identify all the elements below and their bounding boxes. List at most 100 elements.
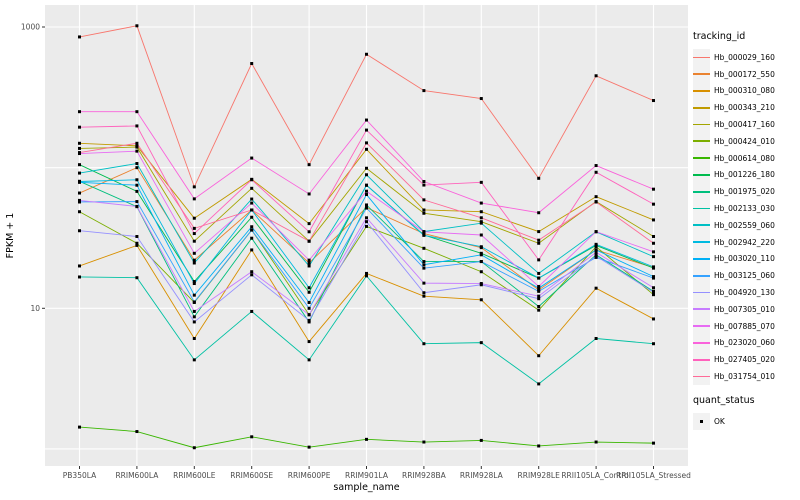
x-tick-label: RRIM600LE	[173, 471, 216, 480]
data-point	[422, 281, 426, 285]
data-point	[652, 290, 655, 294]
data-point	[537, 176, 541, 180]
data-point	[652, 218, 655, 222]
data-point	[537, 308, 541, 312]
data-point	[652, 241, 655, 245]
data-point	[250, 228, 254, 232]
legend-item-label: Hb_000029_160	[714, 52, 775, 62]
legend-line-swatch	[693, 140, 710, 143]
data-point	[250, 236, 254, 240]
data-point	[422, 198, 426, 202]
legend-line-swatch	[693, 90, 710, 92]
data-point	[652, 265, 655, 269]
data-point	[537, 258, 541, 262]
data-point	[78, 425, 81, 429]
data-point	[594, 254, 598, 258]
data-point	[422, 263, 426, 267]
data-point	[78, 110, 81, 114]
data-point	[652, 255, 655, 259]
data-point	[135, 243, 139, 247]
data-point	[192, 251, 196, 255]
data-point	[479, 251, 483, 255]
data-point	[479, 341, 483, 345]
data-point	[537, 304, 541, 308]
data-point	[192, 336, 196, 340]
legend-line-swatch	[693, 291, 710, 294]
data-point	[479, 298, 483, 302]
data-point	[537, 382, 541, 386]
legend-item-label: Hb_004920_130	[714, 288, 775, 298]
data-point	[365, 220, 368, 224]
data-point	[479, 216, 483, 220]
data-point	[594, 195, 598, 199]
data-point	[192, 293, 196, 297]
data-point	[135, 166, 139, 170]
data-point	[307, 258, 311, 262]
legend-line-swatch	[693, 157, 710, 160]
data-point	[78, 163, 81, 167]
legend-item-label: Hb_001975_020	[714, 187, 775, 197]
data-point	[479, 210, 483, 214]
data-point	[307, 239, 311, 243]
data-point	[78, 146, 81, 150]
legend-item: Hb_000417_160	[693, 116, 799, 134]
legend: tracking_id Hb_000029_160 Hb_000172_550 Hb…	[693, 31, 799, 430]
data-point	[479, 97, 483, 101]
data-point	[192, 239, 196, 243]
legend-key	[693, 267, 710, 285]
data-point	[250, 215, 254, 219]
data-point	[422, 246, 426, 250]
legend-item: Hb_001226_180	[693, 166, 799, 184]
data-point	[192, 282, 196, 286]
legend-line-swatch	[693, 73, 710, 76]
legend-line-swatch	[693, 123, 710, 126]
data-point	[250, 225, 254, 229]
data-point	[78, 141, 81, 145]
data-point	[192, 358, 196, 362]
data-point	[652, 317, 655, 321]
data-point	[192, 300, 196, 304]
data-point	[537, 284, 541, 288]
data-point	[307, 445, 311, 449]
legend-item-label: Hb_002133_030	[714, 204, 775, 214]
data-point	[537, 289, 541, 293]
data-point	[594, 170, 598, 174]
data-point	[594, 250, 598, 254]
data-point	[479, 245, 483, 249]
data-point	[422, 291, 426, 295]
legend-key	[693, 300, 710, 318]
legend-item: Hb_000424_010	[693, 132, 799, 150]
data-point	[78, 210, 81, 214]
legend-key	[693, 149, 710, 167]
data-point	[365, 147, 368, 151]
legend-item-label: Hb_002559_060	[714, 220, 775, 230]
data-point	[78, 200, 81, 204]
legend-title-quant-status: quant_status	[693, 394, 755, 406]
data-point	[307, 306, 311, 310]
legend-item-label: Hb_002942_220	[714, 237, 775, 247]
data-point	[78, 264, 81, 268]
data-point	[192, 446, 196, 450]
data-point	[192, 280, 196, 284]
data-point	[250, 178, 254, 182]
y-tick-label: 1000	[21, 23, 40, 32]
data-point	[365, 224, 368, 228]
legend-title-tracking-id: tracking_id	[693, 31, 746, 42]
legend-key	[693, 368, 710, 386]
legend-line-swatch	[693, 325, 710, 328]
data-point	[537, 230, 541, 234]
legend-key	[693, 284, 710, 302]
legend-key	[693, 65, 710, 83]
data-point	[422, 180, 426, 184]
data-point	[537, 238, 541, 242]
data-point	[479, 180, 483, 184]
x-tick-label: RRIM600PE	[288, 471, 331, 480]
data-point	[652, 441, 655, 445]
legend-item: Hb_031754_010	[693, 368, 799, 386]
data-point	[135, 204, 139, 208]
legend-key	[693, 116, 710, 134]
filled-square-point-icon	[699, 419, 704, 424]
data-point	[537, 444, 541, 448]
